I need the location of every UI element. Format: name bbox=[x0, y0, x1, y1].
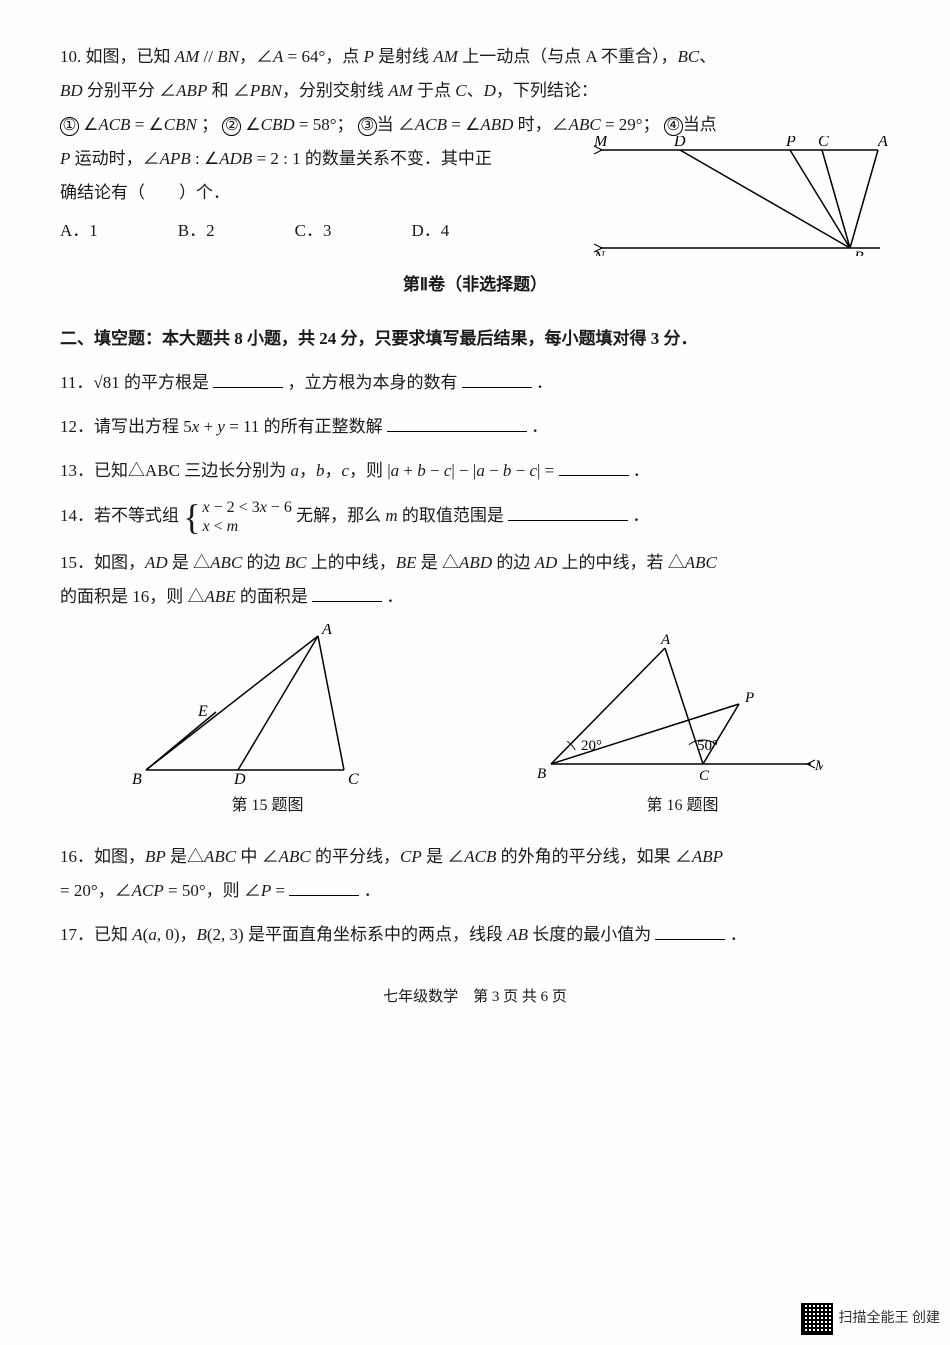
svg-text:E: E bbox=[197, 703, 208, 720]
q11-t2: ，立方根为本身的数有 bbox=[287, 373, 457, 392]
svg-text:D: D bbox=[673, 136, 686, 150]
part2-title: 第Ⅱ卷（非选择题） bbox=[60, 268, 890, 302]
qr-icon bbox=[801, 1303, 833, 1335]
question-16: 16．如图，BP 是△ABC 中 ∠ABC 的平分线，CP 是 ∠ACB 的外角… bbox=[60, 840, 890, 908]
q10-opt-d: D．4 bbox=[411, 214, 449, 248]
q17-t1: 17．已知 A(a, 0)，B(2, 3) 是平面直角坐标系中的两点，线段 AB… bbox=[60, 925, 651, 944]
q15-t3: ． bbox=[386, 587, 403, 606]
q16-l1: 16．如图，BP 是△ABC 中 ∠ABC 的平分线，CP 是 ∠ACB 的外角… bbox=[60, 847, 723, 866]
q12-t2: ． bbox=[531, 417, 548, 436]
svg-text:C: C bbox=[348, 771, 359, 784]
q12-t1: 12．请写出方程 5x + y = 11 的所有正整数解 bbox=[60, 417, 383, 436]
q11-blank-2[interactable] bbox=[462, 370, 532, 388]
question-10: 10. 如图，已知 AM // BN，∠A = 64°，点 P 是射线 AM 上… bbox=[60, 40, 890, 248]
svg-text:C: C bbox=[818, 136, 829, 150]
q16-t3: ． bbox=[364, 881, 381, 900]
page-footer: 七年级数学 第 3 页 共 6 页 bbox=[60, 982, 890, 1012]
section-2-heading: 二、填空题：本大题共 8 小题，共 24 分，只要求填写最后结果，每小题填对得 … bbox=[60, 322, 890, 356]
q10-opt-c: C．3 bbox=[295, 214, 332, 248]
fig-16: A B C M P 20° 50° bbox=[523, 634, 823, 784]
scan-watermark: 扫描全能王 创建 bbox=[801, 1303, 941, 1335]
svg-text:B: B bbox=[537, 766, 546, 782]
fig15-caption: 第 15 题图 bbox=[231, 790, 303, 822]
q15-blank[interactable] bbox=[312, 584, 382, 602]
figure-captions: 第 15 题图 第 16 题图 bbox=[60, 790, 890, 822]
question-14: 14．若不等式组 { x − 2 < 3x − 6 x < m 无解，那么 m … bbox=[60, 498, 890, 536]
q10-opt-b: B．2 bbox=[178, 214, 215, 248]
q12-blank[interactable] bbox=[387, 414, 527, 432]
q17-t2: ． bbox=[730, 925, 747, 944]
svg-text:A: A bbox=[877, 136, 888, 150]
svg-text:B: B bbox=[132, 771, 142, 784]
q10-num: 10. bbox=[60, 47, 81, 66]
svg-text:B: B bbox=[854, 249, 864, 256]
q14-brace: { x − 2 < 3x − 6 x < m bbox=[183, 498, 292, 536]
q10-figure: M D P C A N B bbox=[590, 136, 890, 256]
svg-text:M: M bbox=[593, 136, 609, 150]
q14-t2: 无解，那么 m 的取值范围是 bbox=[296, 506, 504, 525]
question-11: 11．√81 的平方根是 ，立方根为本身的数有 ． bbox=[60, 366, 890, 400]
q14-t1: 14．若不等式组 bbox=[60, 506, 179, 525]
svg-text:20°: 20° bbox=[581, 738, 602, 754]
q13-blank[interactable] bbox=[559, 458, 629, 476]
q15-l1: 15．如图，AD 是 △ABC 的边 BC 上的中线，BE 是 △ABD 的边 … bbox=[60, 553, 717, 572]
q16-blank[interactable] bbox=[289, 878, 359, 896]
scan-text: 扫描全能王 创建 bbox=[839, 1305, 941, 1333]
q15-l2: 的面积是 16，则 △ABE 的面积是 bbox=[60, 587, 308, 606]
fig16-caption: 第 16 题图 bbox=[646, 790, 718, 822]
figure-row: A B D C E A B C M P 20° 50° bbox=[60, 624, 890, 784]
svg-text:C: C bbox=[699, 768, 710, 784]
q14-blank[interactable] bbox=[508, 503, 628, 521]
q10-opt-a: A．1 bbox=[60, 214, 98, 248]
q13-t2: ． bbox=[633, 461, 650, 480]
question-15: 15．如图，AD 是 △ABC 的边 BC 上的中线，BE 是 △ABD 的边 … bbox=[60, 546, 890, 614]
svg-text:N: N bbox=[593, 249, 606, 256]
svg-text:M: M bbox=[814, 758, 823, 774]
fig-15: A B D C E bbox=[128, 624, 388, 784]
svg-text:50°: 50° bbox=[697, 738, 718, 754]
q13-t1: 13．已知△ABC 三边长分别为 a，b，c，则 |a + b − c| − |… bbox=[60, 461, 554, 480]
svg-text:P: P bbox=[744, 690, 754, 706]
svg-text:A: A bbox=[660, 634, 671, 648]
q14-t3: ． bbox=[632, 506, 649, 525]
q11-t3: ． bbox=[536, 373, 553, 392]
svg-text:A: A bbox=[321, 624, 332, 638]
question-12: 12．请写出方程 5x + y = 11 的所有正整数解 ． bbox=[60, 410, 890, 444]
question-13: 13．已知△ABC 三边长分别为 a，b，c，则 |a + b − c| − |… bbox=[60, 454, 890, 488]
svg-text:D: D bbox=[233, 771, 246, 784]
svg-text:P: P bbox=[785, 136, 796, 150]
q16-l2: = 20°，∠ACP = 50°，则 ∠P = bbox=[60, 881, 285, 900]
q11-t1: 11．√81 的平方根是 bbox=[60, 373, 209, 392]
q17-blank[interactable] bbox=[655, 922, 725, 940]
q11-blank-1[interactable] bbox=[213, 370, 283, 388]
question-17: 17．已知 A(a, 0)，B(2, 3) 是平面直角坐标系中的两点，线段 AB… bbox=[60, 918, 890, 952]
